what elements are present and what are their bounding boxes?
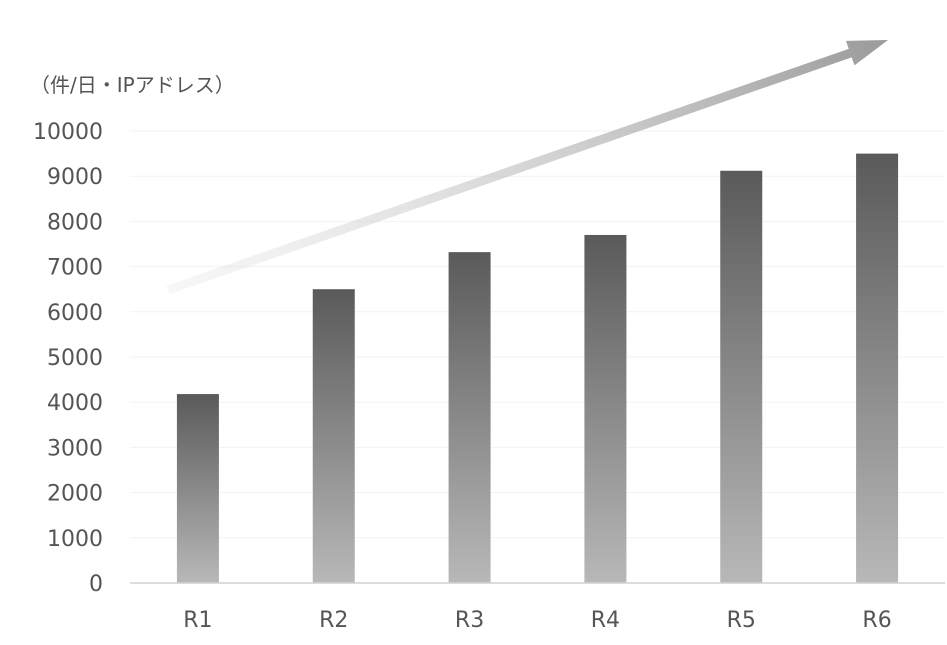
y-tick-label: 9000 bbox=[47, 165, 103, 190]
trend-arrow bbox=[166, 39, 889, 295]
y-tick-label: 7000 bbox=[47, 256, 103, 281]
trend-arrow-shape bbox=[166, 39, 889, 295]
y-tick-label: 2000 bbox=[47, 482, 103, 507]
x-axis-ticks: R1 R2 R3 R4 R5 R6 bbox=[183, 608, 891, 633]
x-tick-label: R5 bbox=[727, 608, 756, 633]
x-tick-label: R2 bbox=[319, 608, 348, 633]
y-tick-label: 4000 bbox=[47, 391, 103, 416]
x-tick-label: R6 bbox=[862, 608, 891, 633]
x-tick-label: R4 bbox=[591, 608, 620, 633]
y-tick-label: 6000 bbox=[47, 301, 103, 326]
bar-r6 bbox=[856, 153, 899, 583]
x-tick-label: R1 bbox=[183, 608, 212, 633]
y-tick-label: 0 bbox=[89, 572, 103, 597]
y-tick-label: 8000 bbox=[47, 210, 103, 235]
x-tick-label: R3 bbox=[455, 608, 484, 633]
y-axis-unit-label: （件/日・IPアドレス） bbox=[30, 73, 235, 97]
bar-r5 bbox=[720, 170, 763, 583]
bars bbox=[176, 153, 899, 584]
y-tick-label: 3000 bbox=[47, 436, 103, 461]
y-axis-ticks: 0 1000 2000 3000 4000 5000 6000 7000 8000 9000 100… bbox=[33, 120, 103, 597]
bar-r4 bbox=[584, 234, 627, 583]
bar-r2 bbox=[312, 289, 355, 583]
bar-r1 bbox=[176, 394, 219, 583]
y-tick-label: 5000 bbox=[47, 346, 103, 371]
bar-r3 bbox=[448, 252, 491, 584]
y-tick-label: 10000 bbox=[33, 120, 103, 145]
gridlines bbox=[130, 130, 945, 539]
y-tick-label: 1000 bbox=[47, 527, 103, 552]
